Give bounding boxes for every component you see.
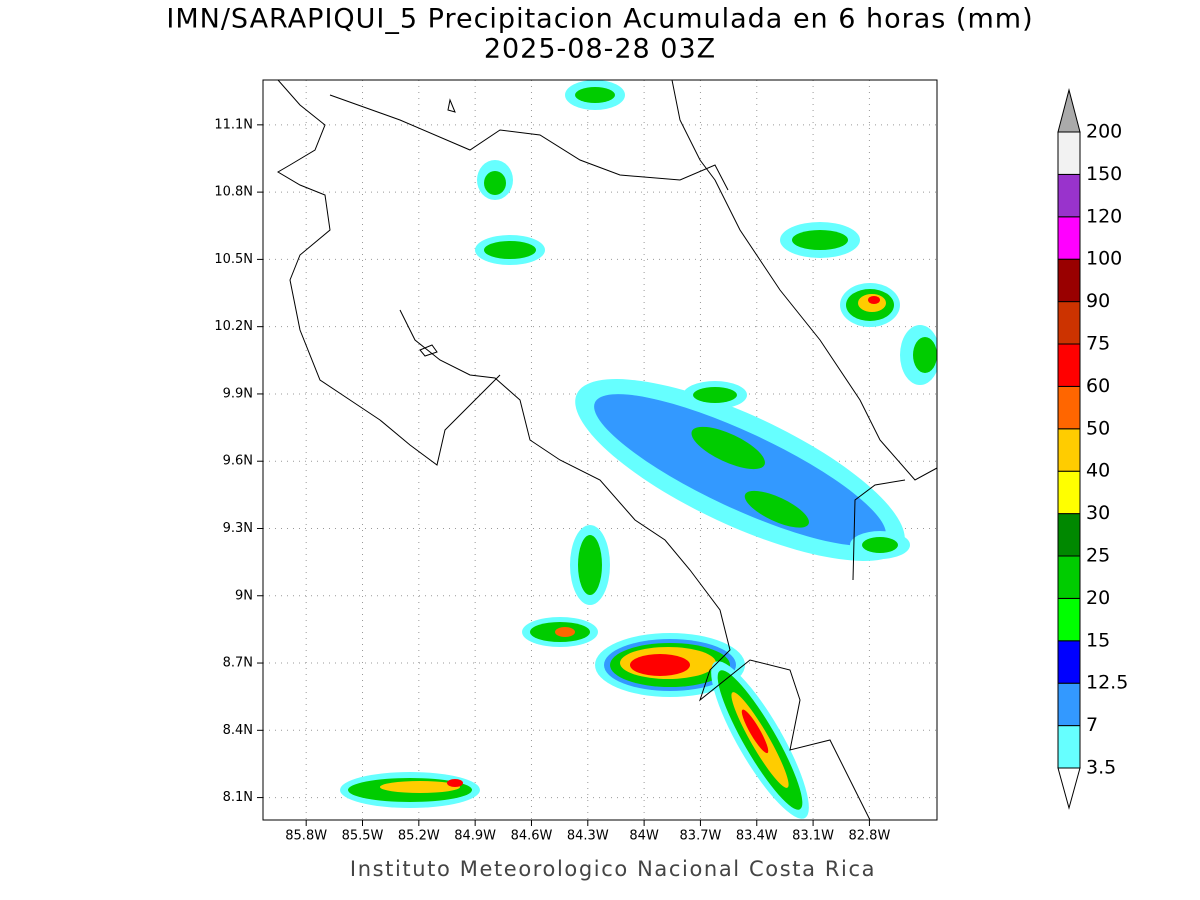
y-tick-label: 10.8N	[214, 185, 253, 200]
colorbar-label: 3.5	[1086, 757, 1116, 779]
precip-field	[340, 80, 937, 819]
y-tick-label: 10.5N	[214, 252, 253, 267]
x-tick-label: 84.6W	[511, 829, 553, 844]
colorbar-over	[1057, 88, 1081, 133]
precip-cell	[522, 617, 598, 647]
colorbar-box	[1057, 682, 1081, 727]
x-tick-label: 82.8W	[849, 829, 891, 844]
colorbar-box	[1057, 131, 1081, 175]
colorbar-label: 7	[1086, 714, 1098, 736]
x-tick-label: 83.4W	[736, 829, 778, 844]
colorbar-box	[1057, 555, 1081, 599]
y-tick-label: 10.2N	[214, 319, 253, 334]
y-tick-label: 8.1N	[223, 790, 253, 805]
subtitle: 2025-08-28 03Z	[484, 34, 716, 65]
colorbar-label: 25	[1086, 545, 1110, 567]
colorbar-label: 12.5	[1086, 672, 1128, 694]
colorbar-box	[1057, 301, 1081, 345]
colorbar-label: 90	[1086, 290, 1110, 312]
colorbar-label: 40	[1086, 460, 1110, 482]
map-frame	[262, 79, 938, 821]
x-tick-label: 83.1W	[792, 829, 834, 844]
x-tick-label: 85.2W	[398, 829, 440, 844]
colorbar-box	[1057, 343, 1081, 387]
colorbar-box	[1057, 597, 1081, 642]
x-tick-label: 84.3W	[567, 829, 609, 844]
colorbar-box	[1057, 470, 1081, 515]
title: IMN/SARAPIQUI_5 Precipitacion Acumulada …	[166, 4, 1033, 35]
y-tick-label: 9.9N	[223, 386, 253, 401]
precip-cell	[475, 80, 937, 605]
y-tick-label: 9N	[235, 588, 253, 603]
colorbar-label: 75	[1086, 333, 1110, 355]
coastlines	[277, 80, 937, 820]
colorbar-box	[1057, 513, 1081, 557]
colorbar-box	[1057, 216, 1081, 260]
y-tick-label: 9.6N	[223, 454, 253, 469]
colorbar-label: 120	[1086, 205, 1122, 227]
colorbar-label: 20	[1086, 587, 1110, 609]
colorbar-label: 150	[1086, 163, 1122, 185]
precip-cell	[840, 283, 900, 327]
colorbar-box	[1057, 640, 1081, 684]
y-tick-label: 8.7N	[223, 656, 253, 671]
y-tick-label: 9.3N	[223, 521, 253, 536]
precip-cell	[575, 379, 905, 561]
colorbar-box	[1057, 428, 1081, 472]
x-tick-label: 84.9W	[454, 829, 496, 844]
colorbar-label: 30	[1086, 502, 1110, 524]
colorbar-box	[1057, 258, 1081, 303]
precip-cell	[595, 633, 745, 697]
precip-cell	[340, 772, 480, 808]
precip-cell	[711, 661, 809, 819]
x-tick-label: 85.8W	[285, 829, 327, 844]
colorbar-box	[1057, 385, 1081, 430]
colorbar-box	[1057, 173, 1081, 218]
colorbar-label: 100	[1086, 248, 1122, 270]
colorbar-label: 200	[1086, 121, 1122, 143]
colorbar-label: 60	[1086, 375, 1110, 397]
x-tick-label: 84W	[629, 829, 659, 844]
colorbar-label: 50	[1086, 417, 1110, 439]
colorbar-under	[1057, 767, 1081, 810]
colorbar-label: 15	[1086, 629, 1110, 651]
credit: Instituto Meteorologico Nacional Costa R…	[350, 857, 876, 881]
x-tick-label: 85.5W	[342, 829, 384, 844]
y-tick-label: 11.1N	[214, 117, 253, 132]
x-tick-label: 83.7W	[680, 829, 722, 844]
colorbar-box	[1057, 725, 1081, 769]
y-tick-label: 8.4N	[223, 723, 253, 738]
